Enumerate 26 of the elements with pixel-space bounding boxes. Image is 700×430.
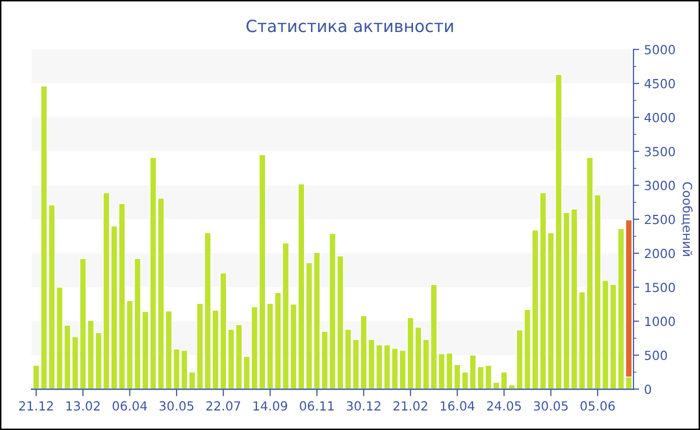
y2-tick-label: 0 — [644, 384, 652, 394]
x-tick-label: 30.05 — [534, 401, 568, 411]
y2-tick-label: 500 — [644, 350, 667, 360]
x-tick-label: 22.07 — [206, 401, 240, 411]
y2-tick-label: 2000 — [644, 248, 675, 258]
y2-axis-title: Сообщений — [681, 182, 693, 256]
y2-tick-label: 1500 — [645, 282, 675, 292]
y2-tick-label: 3000 — [644, 180, 675, 190]
x-tick-label: 21.12 — [19, 401, 53, 410]
y2-tick-label: 3500 — [644, 146, 675, 156]
y2-tick-label: 4000 — [644, 112, 675, 122]
y2-tick-label: 2500 — [644, 214, 675, 224]
chart-title: Статистика активности — [246, 20, 453, 32]
x-tick-label: 16.04 — [440, 401, 474, 411]
x-tick-label: 14.09 — [254, 401, 288, 411]
y2-tick-label: 1000 — [645, 316, 675, 326]
x-tick-label: 13.02 — [66, 401, 100, 411]
x-tick-label: 30.12 — [346, 401, 380, 411]
x-tick-label: 05.06 — [580, 401, 615, 411]
x-tick-label: 30.05 — [160, 401, 194, 411]
x-tick-label: 24.05 — [487, 401, 521, 411]
y2-tick-label: 5000 — [644, 44, 675, 54]
x-tick-label: 06.11 — [300, 401, 334, 411]
x-tick-label: 06.04 — [112, 401, 147, 411]
x-tick-label: 21.02 — [394, 401, 428, 411]
y2-tick-label: 4500 — [644, 78, 675, 88]
